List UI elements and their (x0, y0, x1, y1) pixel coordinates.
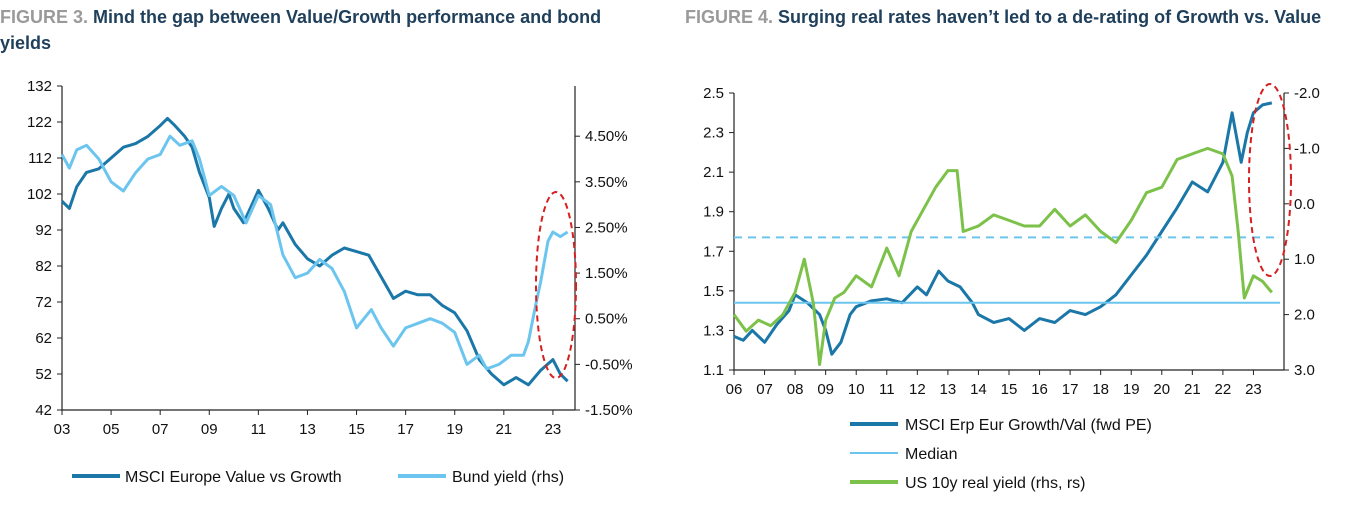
figure-4-panel: FIGURE 4. Surging real rates haven’t led… (685, 0, 1352, 505)
x-tick-label: 14 (970, 381, 987, 398)
x-tick-label: 19 (1123, 381, 1140, 398)
legend-label-growth-val: MSCI Erp Eur Growth/Val (fwd PE) (905, 417, 1152, 434)
y-right-tick-label: 2.0 (1294, 307, 1315, 324)
legend-label-value-growth: MSCI Europe Value vs Growth (125, 469, 342, 486)
figure-4-title: FIGURE 4. Surging real rates haven’t led… (685, 4, 1325, 30)
x-tick-label: 11 (879, 381, 895, 398)
x-tick-label: 21 (1184, 381, 1201, 398)
y-left-tick-label: 62 (35, 330, 52, 347)
y-left-tick-label: 1.5 (703, 283, 724, 300)
x-tick-label: 23 (1245, 381, 1262, 398)
y-right-tick-label: 2.50% (585, 219, 628, 236)
figure-4-heading: Surging real rates haven’t led to a de-r… (778, 7, 1322, 27)
tick-group: 06 07 08 09 10 11 12 13 14 15 16 17 18 19 20 21 22 23 2.5 2… (703, 85, 1320, 398)
y-left-tick-label: 52 (35, 366, 52, 383)
series-group (60, 116, 569, 387)
y-left-tick-label: 42 (35, 402, 52, 419)
y-right-tick-label: 0.0 (1294, 196, 1315, 213)
x-tick-label: 17 (397, 421, 414, 438)
series-line-msci-europe-value-vs-growth (60, 116, 569, 387)
y-right-tick-label: 1.0 (1294, 251, 1315, 268)
legend-label-bund: Bund yield (rhs) (452, 469, 564, 486)
x-tick-label: 08 (787, 381, 804, 398)
figure-3-title: FIGURE 3. Mind the gap between Value/Gro… (0, 4, 640, 56)
x-tick-label: 13 (299, 421, 316, 438)
highlight-ellipse (535, 191, 577, 379)
x-tick-label: 20 (1153, 381, 1170, 398)
figure-3-panel: FIGURE 3. Mind the gap between Value/Gro… (0, 0, 660, 505)
legend-label-real-yield: US 10y real yield (rhs, rs) (905, 475, 1086, 492)
y-left-tick-label: 102 (27, 186, 52, 203)
legend: MSCI Erp Eur Growth/Val (fwd PE) Median … (850, 417, 1152, 492)
y-left-tick-label: 1.3 (703, 322, 724, 339)
legend-label-median: Median (905, 446, 957, 463)
x-tick-label: 03 (54, 421, 71, 438)
x-tick-label: 18 (1092, 381, 1109, 398)
x-tick-label: 19 (446, 421, 463, 438)
x-tick-label: 09 (201, 421, 218, 438)
x-tick-label: 05 (103, 421, 120, 438)
x-tick-label: 07 (152, 421, 169, 438)
x-tick-label: 13 (940, 381, 957, 398)
y-left-tick-label: 92 (35, 222, 52, 239)
x-tick-label: 17 (1062, 381, 1079, 398)
x-tick-label: 11 (251, 421, 267, 438)
x-tick-label: 21 (495, 421, 512, 438)
x-tick-label: 15 (348, 421, 365, 438)
figure-3-heading: Mind the gap between Value/Growth perfor… (0, 7, 602, 53)
y-right-tick-label: -1.50% (585, 402, 633, 419)
figure-4-chart: 06 07 08 09 10 11 12 13 14 15 16 17 18 19 20 21 22 23 2.5 2… (703, 83, 1320, 492)
x-tick-label: 07 (756, 381, 773, 398)
y-left-tick-label: 112 (28, 150, 52, 167)
y-left-tick-label: 2.1 (703, 164, 724, 181)
y-left-tick-label: 1.1 (703, 362, 724, 379)
series-line-bund-yield-rhs (60, 134, 569, 371)
series-group (732, 101, 1280, 366)
y-right-tick-label: 3.50% (585, 174, 628, 191)
y-right-tick-label: -2.0 (1294, 85, 1320, 102)
y-right-tick-label: 0.50% (585, 311, 628, 328)
figure-3-label: FIGURE 3. (0, 7, 89, 27)
y-right-tick-label: 3.0 (1294, 362, 1315, 379)
y-left-tick-label: 1.9 (703, 204, 724, 221)
y-right-tick-label: -1.0 (1294, 140, 1320, 157)
highlight-ellipse (1248, 83, 1292, 277)
y-left-tick-label: 132 (27, 78, 52, 95)
legend: MSCI Europe Value vs Growth Bund yield (… (72, 469, 564, 486)
y-left-tick-label: 72 (35, 294, 52, 311)
x-tick-label: 23 (545, 421, 562, 438)
y-left-tick-label: 122 (27, 114, 52, 131)
x-tick-label: 12 (909, 381, 926, 398)
y-right-tick-label: 1.50% (585, 265, 628, 282)
y-right-tick-label: -0.50% (585, 356, 633, 373)
tick-group: 03 05 07 09 11 13 15 17 19 21 23 132 122 112 102 92 82 72… (27, 78, 633, 438)
x-tick-label: 22 (1215, 381, 1232, 398)
x-tick-label: 09 (817, 381, 834, 398)
y-left-tick-label: 82 (35, 258, 52, 275)
series-line-us-10y-real-yield-rhs-rs (732, 146, 1273, 366)
figure-3-chart: 03 05 07 09 11 13 15 17 19 21 23 132 122 112 102 92 82 72… (27, 78, 633, 486)
x-tick-label: 06 (726, 381, 743, 398)
y-left-tick-label: 1.7 (703, 243, 724, 260)
x-tick-label: 16 (1031, 381, 1048, 398)
x-tick-label: 10 (848, 381, 865, 398)
y-left-tick-label: 2.3 (703, 125, 724, 142)
figure-4-label: FIGURE 4. (685, 7, 774, 27)
y-right-tick-label: 4.50% (585, 128, 628, 145)
x-tick-label: 15 (1001, 381, 1018, 398)
y-left-tick-label: 2.5 (703, 85, 724, 102)
